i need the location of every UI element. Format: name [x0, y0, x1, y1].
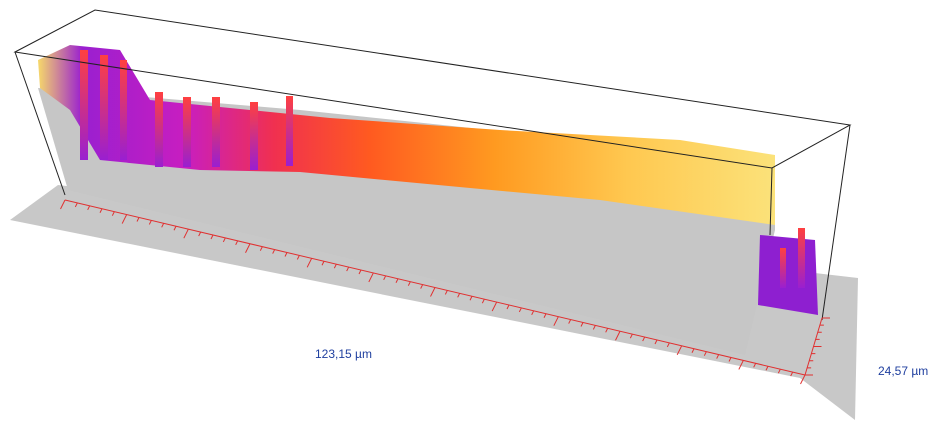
- axes: [60, 199, 830, 385]
- peak: [286, 96, 293, 166]
- axis-tick: [753, 363, 757, 368]
- axis-tick: [272, 249, 276, 254]
- axis-tick: [198, 231, 202, 237]
- axis-tick: [296, 255, 300, 260]
- axis-tick: [491, 301, 498, 312]
- axis-tick: [430, 287, 436, 297]
- axis-tick: [481, 298, 485, 304]
- axis-tick: [518, 307, 522, 313]
- axis-tick: [306, 258, 313, 268]
- peak: [155, 92, 163, 167]
- peak: [250, 102, 258, 170]
- axis-tick: [790, 371, 794, 377]
- axis-tick: [615, 331, 621, 341]
- axis-tick: [457, 293, 461, 298]
- box-edge: [14, 51, 66, 196]
- axis-tick: [99, 208, 103, 213]
- axis-tick: [395, 278, 399, 283]
- axis-tick: [654, 339, 658, 345]
- length-label: 123,15 µm: [315, 347, 372, 361]
- axis-tick: [580, 322, 584, 327]
- axis-tick: [642, 336, 646, 342]
- axis-tick: [691, 348, 695, 353]
- axis-tick: [60, 199, 66, 210]
- axis-tick: [259, 246, 263, 251]
- peak: [798, 228, 805, 288]
- axis-tick: [592, 325, 596, 330]
- width-label: 24,57 µm: [878, 364, 928, 378]
- axis-tick: [333, 263, 337, 269]
- axis-tick: [444, 290, 448, 295]
- axis-tick: [383, 275, 387, 281]
- axis-tick: [676, 345, 683, 356]
- axis-tick: [420, 284, 424, 289]
- axis-tick: [716, 354, 720, 359]
- floor: [10, 185, 858, 420]
- box-edge: [769, 167, 773, 236]
- bounding-box: [13, 9, 852, 321]
- axis-tick: [728, 357, 732, 362]
- axis-tick: [121, 214, 128, 224]
- axis-tick: [183, 228, 189, 239]
- axis-tick: [245, 243, 251, 253]
- axis-tick: [543, 313, 547, 318]
- axis-tick: [703, 351, 707, 356]
- axis-tick: [173, 226, 177, 231]
- axis-tick: [531, 310, 535, 316]
- axis-tick: [368, 272, 374, 283]
- axis-tick: [136, 217, 140, 222]
- axis-tick: [553, 316, 559, 326]
- peak: [120, 60, 127, 160]
- axis-tick: [284, 252, 288, 257]
- axis-tick: [568, 319, 572, 324]
- axis-tick: [358, 269, 362, 275]
- axis-tick: [321, 261, 325, 266]
- peak: [780, 248, 786, 288]
- peak: [212, 97, 220, 167]
- axis-tick: [235, 240, 239, 246]
- peaks: [80, 50, 293, 170]
- peak: [183, 97, 191, 167]
- axis-tick: [87, 205, 91, 211]
- axis-tick: [506, 304, 510, 310]
- axis-tick: [777, 368, 781, 374]
- axis-tick: [161, 223, 165, 228]
- axis-tick: [148, 220, 152, 225]
- axis-tick: [210, 234, 214, 240]
- axis-tick: [74, 202, 78, 208]
- axis-tick: [666, 342, 670, 348]
- axis-tick: [800, 374, 806, 385]
- axis-tick: [407, 281, 411, 286]
- axis-tick: [222, 237, 226, 243]
- side-block: [758, 235, 818, 315]
- axis-tick: [765, 366, 769, 371]
- axis-tick: [111, 211, 115, 216]
- axis-tick: [738, 360, 744, 370]
- peak: [80, 50, 88, 160]
- axis-tick: [629, 333, 633, 339]
- peak: [100, 55, 108, 160]
- axis-tick: [605, 328, 609, 333]
- height-surface: [38, 45, 775, 225]
- axis-tick: [346, 266, 350, 272]
- axis-tick: [469, 296, 473, 301]
- box-edge: [821, 124, 851, 321]
